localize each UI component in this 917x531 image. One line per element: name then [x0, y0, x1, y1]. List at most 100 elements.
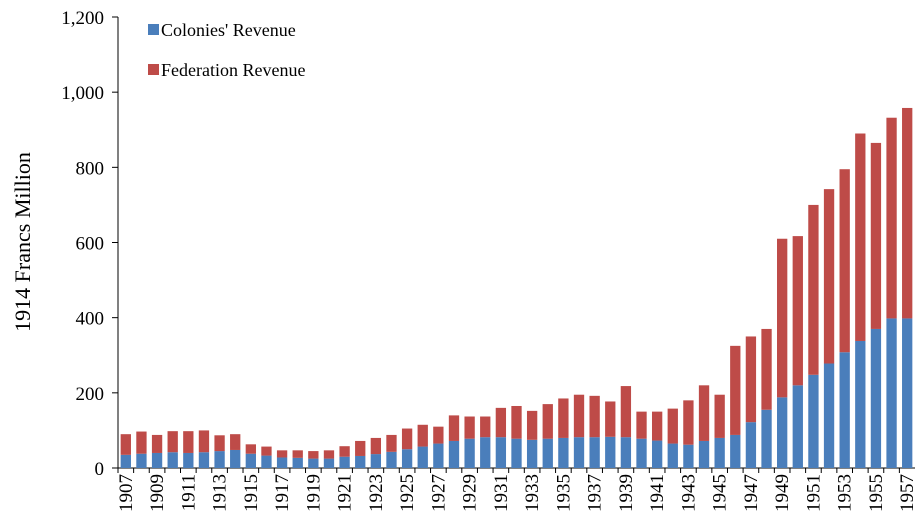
- bar-segment: [433, 426, 444, 444]
- bar-segment: [151, 452, 163, 468]
- bar-segment: [151, 434, 163, 453]
- bar-segment: [167, 431, 178, 453]
- bar-segment: [745, 422, 757, 468]
- bar-segment: [698, 385, 710, 441]
- x-tick-label: 1931: [491, 474, 512, 512]
- bar-segment: [870, 142, 882, 329]
- bar-segment: [495, 437, 507, 468]
- bar-segment: [464, 416, 475, 439]
- bar-segment: [902, 318, 913, 468]
- bar-segment: [620, 437, 632, 468]
- bar-segment: [698, 440, 710, 468]
- bar-segment: [808, 374, 819, 468]
- bar-segment: [683, 444, 694, 468]
- bar-segment: [558, 437, 569, 468]
- bar-segment: [276, 457, 288, 468]
- bar-segment: [464, 438, 475, 468]
- bar-segment: [183, 431, 194, 453]
- bar-segment: [573, 437, 585, 468]
- bar-segment: [714, 394, 725, 438]
- bar-segment: [667, 408, 678, 444]
- bar-segment: [761, 409, 772, 468]
- bar-segment: [823, 189, 835, 364]
- x-tick-label: 1909: [147, 474, 168, 512]
- bar-segment: [573, 394, 585, 438]
- x-tick-label: 1943: [678, 474, 699, 512]
- bar-segment: [651, 440, 663, 468]
- bar-segment: [433, 443, 444, 468]
- legend-swatch: [148, 24, 159, 35]
- bar-segment: [448, 415, 460, 441]
- bar-segment: [636, 438, 647, 468]
- y-tick-label: 1,200: [61, 8, 104, 29]
- bar-segment: [808, 204, 819, 375]
- legend-label: Federation Revenue: [161, 60, 305, 80]
- x-tick-label: 1937: [585, 474, 606, 512]
- x-tick-label: 1935: [553, 474, 574, 512]
- x-tick-label: 1951: [803, 474, 824, 512]
- x-tick-label: 1911: [178, 474, 199, 511]
- x-tick-label: 1929: [460, 474, 481, 512]
- bar-segment: [714, 437, 725, 468]
- bar-segment: [558, 398, 569, 438]
- bar-segment: [448, 440, 460, 468]
- legend-label: Colonies' Revenue: [161, 20, 296, 40]
- bar-segment: [542, 438, 553, 468]
- bar-segment: [370, 437, 382, 455]
- x-tick-label: 1947: [741, 474, 762, 512]
- y-tick-label: 1,000: [61, 83, 104, 104]
- y-tick-label: 0: [95, 459, 105, 480]
- x-tick-label: 1941: [647, 474, 668, 512]
- x-tick-label: 1953: [835, 474, 856, 512]
- bar-segment: [605, 401, 616, 437]
- bar-segment: [526, 439, 538, 468]
- bar-segment: [683, 400, 694, 445]
- y-tick-label: 400: [76, 309, 105, 330]
- bar-segment: [855, 133, 866, 341]
- bar-segment: [339, 456, 350, 468]
- bar-segment: [792, 236, 803, 386]
- bar-segment: [276, 450, 288, 458]
- bar-segment: [886, 117, 897, 319]
- bar-segment: [542, 404, 553, 439]
- bar-segment: [417, 446, 428, 468]
- bar-segment: [183, 452, 194, 468]
- bar-segment: [605, 436, 616, 468]
- x-tick-label: 1919: [303, 474, 324, 512]
- bar-segment: [777, 238, 788, 398]
- y-tick-label: 200: [76, 384, 105, 405]
- x-tick-label: 1949: [772, 474, 793, 512]
- y-axis-label: 1914 Francs Million: [10, 152, 35, 332]
- bar-segment: [323, 450, 335, 459]
- bar-segment: [589, 437, 600, 468]
- bar-segment: [855, 340, 866, 468]
- x-tick-label: 1915: [241, 474, 262, 512]
- x-tick-label: 1933: [522, 474, 543, 512]
- bar-segment: [214, 435, 225, 452]
- x-tick-label: 1923: [366, 474, 387, 512]
- bar-segment: [120, 434, 131, 455]
- bar-segment: [261, 455, 272, 468]
- x-tick-label: 1907: [116, 474, 137, 512]
- legend-swatch: [148, 64, 159, 75]
- bar-segment: [870, 328, 882, 468]
- bar-segment: [261, 446, 272, 456]
- bar-segment: [214, 451, 225, 468]
- bar-segment: [370, 454, 382, 468]
- bar-segment: [401, 449, 413, 468]
- bar-segment: [589, 395, 600, 438]
- x-tick-label: 1939: [616, 474, 637, 512]
- bar-segment: [745, 336, 757, 423]
- y-tick-label: 800: [76, 158, 105, 179]
- x-tick-label: 1945: [710, 474, 731, 512]
- bar-segment: [730, 434, 741, 468]
- bar-segment: [902, 107, 913, 319]
- bar-segment: [777, 397, 788, 468]
- bar-segment: [355, 440, 366, 456]
- y-tick-label: 600: [76, 234, 105, 255]
- bar-segment: [308, 451, 319, 459]
- bar-segment: [886, 318, 897, 468]
- bar-segment: [230, 434, 241, 450]
- x-tick-label: 1955: [866, 474, 887, 512]
- x-tick-label: 1957: [897, 474, 917, 512]
